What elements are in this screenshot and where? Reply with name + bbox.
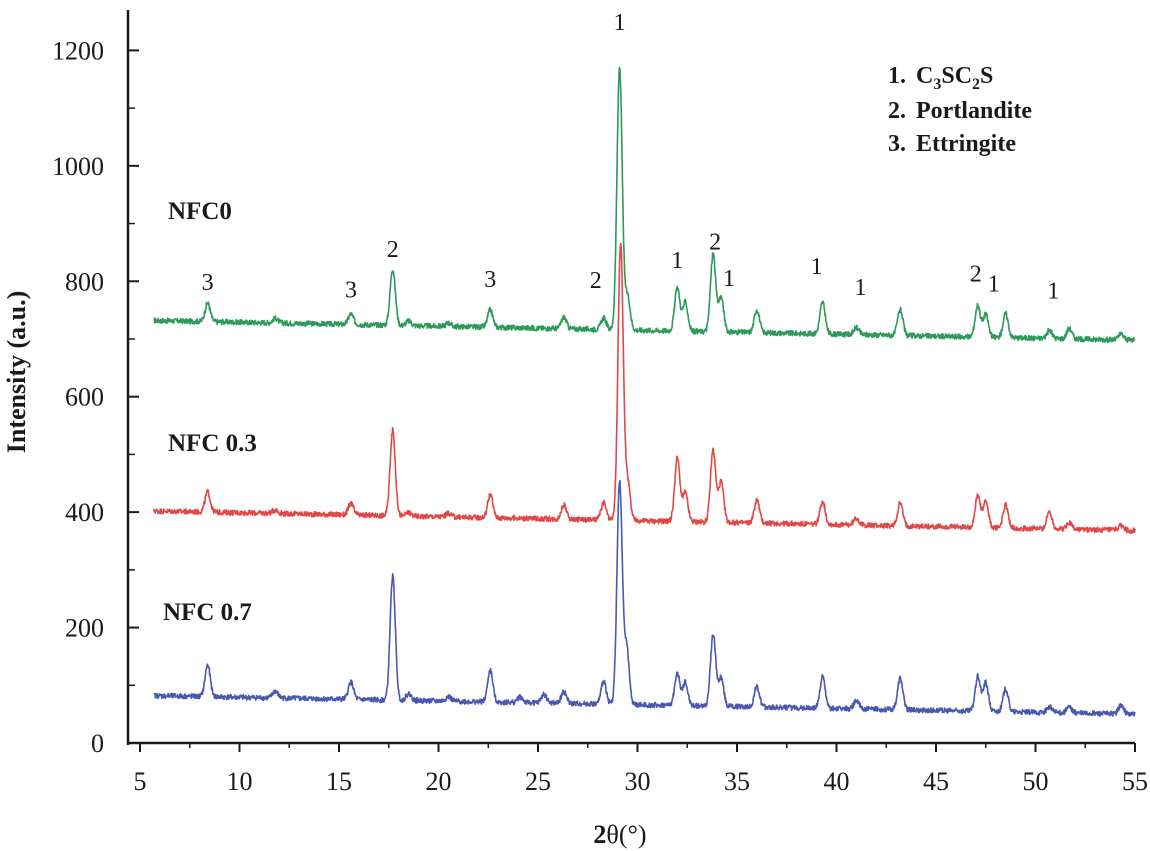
legend-item-1: 1. C3SC2S <box>888 63 993 93</box>
series-line-1 <box>153 66 1136 343</box>
peak-label: 1 <box>854 275 866 301</box>
peak-label: 2 <box>709 230 721 256</box>
legend-item-2: 2. Portlandite <box>888 98 1032 124</box>
y-tick-label: 1000 <box>52 152 104 181</box>
peak-label: 3 <box>345 277 357 303</box>
x-tick-label: 35 <box>724 767 750 796</box>
x-axis-title: 2θ(°) <box>593 820 646 849</box>
x-tick-label: 25 <box>525 767 551 796</box>
series-label-nfc03: NFC 0.3 <box>168 430 257 457</box>
legend: 1. C3SC2S 2. Portlandite 3. Ettringite <box>888 63 1032 157</box>
peak-label: 2 <box>970 261 982 287</box>
axes: 5 10 15 20 25 30 35 40 45 50 550200400600800100012… <box>52 10 1148 796</box>
y-tick-label: 0 <box>91 729 104 758</box>
y-tick-label: 200 <box>65 614 104 643</box>
x-tick-label: 5 <box>134 767 147 796</box>
series-line-2 <box>153 242 1136 534</box>
y-tick-label: 1200 <box>52 36 104 65</box>
peak-label: 1 <box>723 266 735 292</box>
x-tick-label: 15 <box>326 767 352 796</box>
x-tick-label: 50 <box>1023 767 1049 796</box>
peak-label: 2 <box>387 237 399 263</box>
peak-label: 1 <box>811 254 823 280</box>
x-tick-label: 30 <box>625 767 651 796</box>
peak-label: 1 <box>988 272 1000 298</box>
x-tick-label: 20 <box>426 767 452 796</box>
y-tick-label: 400 <box>65 498 104 527</box>
y-axis-title: Intensity (a.u.) <box>2 291 31 454</box>
peak-label: 1 <box>671 248 683 274</box>
x-tick-label: 10 <box>227 767 253 796</box>
peak-label: 3 <box>202 270 214 296</box>
peak-label: 2 <box>590 268 602 294</box>
series-line-3 <box>153 479 1136 717</box>
x-tick-label: 40 <box>824 767 850 796</box>
series-label-nfc07: NFC 0.7 <box>163 599 252 626</box>
x-tick-label: 55 <box>1122 767 1148 796</box>
legend-item-3: 3. Ettringite <box>888 131 1016 157</box>
x-tick-label: 45 <box>923 767 949 796</box>
series-group <box>153 66 1136 717</box>
series-label-nfc0: NFC0 <box>168 198 232 225</box>
peak-label: 1 <box>614 10 626 36</box>
y-tick-label: 600 <box>65 383 104 412</box>
peak-label: 1 <box>1047 279 1059 305</box>
peak-label: 3 <box>484 267 496 293</box>
y-tick-label: 800 <box>65 267 104 296</box>
